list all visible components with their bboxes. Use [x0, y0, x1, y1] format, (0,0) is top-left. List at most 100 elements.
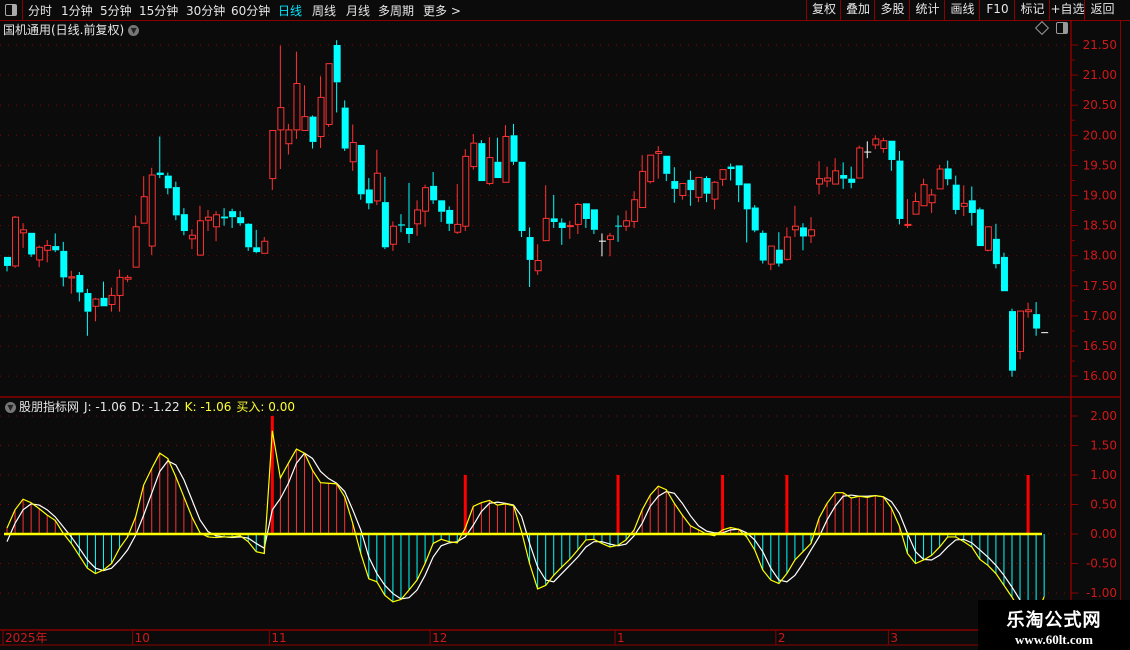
candle-body-down: [365, 189, 373, 204]
period-tab-6[interactable]: 日线: [278, 4, 303, 18]
candle-body-down: [952, 184, 960, 210]
candle-body-down: [976, 209, 984, 247]
period-tab-9[interactable]: 多周期: [378, 4, 415, 18]
candle-body-up: [808, 229, 815, 237]
candle-body-down: [550, 218, 558, 222]
candle-body-down: [751, 207, 759, 231]
toolbar-button-5[interactable]: F10: [979, 0, 1015, 20]
j-value: J: -1.06: [84, 400, 127, 414]
toolbar-button-7[interactable]: +自选: [1049, 0, 1085, 20]
candle-body-down: [406, 228, 413, 235]
candle-body-up: [928, 194, 936, 204]
candle-body-up: [880, 140, 888, 150]
period-tab-5[interactable]: 60分钟: [231, 4, 271, 18]
toolbar-button-3[interactable]: 统计: [909, 0, 945, 20]
candle-body-up: [502, 136, 510, 183]
candle-body-doji: [598, 240, 606, 242]
right-side-tabs[interactable]: [1120, 20, 1130, 650]
candle-body-down: [743, 183, 751, 210]
candle-body-down: [237, 217, 245, 224]
candle-body-down: [180, 214, 188, 232]
candle-body-down: [615, 225, 623, 227]
watermark: 乐淘公式网 www.60lt.com: [978, 600, 1130, 650]
candle-body-down: [28, 232, 36, 255]
indicator-tick-label: -1.00: [1086, 586, 1117, 600]
candle-body-up: [1017, 310, 1025, 352]
candle-body-up: [711, 181, 719, 200]
time-label: 3: [890, 631, 898, 645]
candle-body-up: [301, 116, 309, 131]
candle-body-up: [647, 154, 655, 183]
time-label: 11: [271, 631, 286, 645]
price-tick-label: 19.00: [1083, 189, 1117, 203]
candle-body-down: [840, 175, 848, 179]
candle-body-up: [607, 235, 614, 240]
candle-body-down: [888, 140, 896, 160]
candle-body-down: [896, 160, 904, 219]
toolbar-button-6[interactable]: 标记: [1014, 0, 1050, 20]
toolbar-button-1[interactable]: 叠加: [840, 0, 875, 20]
candle-body-up: [462, 155, 470, 227]
time-label: 2025年: [5, 631, 48, 645]
candle-body-down: [397, 224, 405, 226]
toolbar-button-0[interactable]: 复权: [806, 0, 841, 20]
candle-body-down: [341, 107, 349, 149]
candle-body-up: [679, 182, 687, 197]
candle-body-down: [663, 155, 671, 174]
candle-body-up: [574, 204, 582, 225]
candle-body-up: [12, 216, 20, 267]
period-tab-4[interactable]: 30分钟: [186, 4, 226, 18]
candle-body-down: [333, 45, 341, 83]
price-tick-label: 20.50: [1083, 98, 1117, 112]
candle-body-down: [156, 172, 164, 176]
price-tick-label: 20.00: [1083, 128, 1117, 142]
period-tab-3[interactable]: 15分钟: [139, 4, 179, 18]
candle-body-down: [518, 161, 526, 232]
candle-body-up: [196, 220, 204, 256]
candle-body-up: [205, 216, 212, 221]
panel-icon[interactable]: [1056, 22, 1068, 34]
candle-body-down: [229, 211, 237, 218]
candle-body-down: [735, 165, 743, 186]
candle-body-down: [759, 232, 767, 261]
candle-body-down: [4, 256, 11, 266]
candle-body-up: [148, 174, 156, 247]
candle-body-up: [44, 244, 52, 251]
period-tab-0[interactable]: 分时: [28, 4, 53, 18]
indicator-name: 股朋指标网: [19, 400, 80, 414]
panel-toggle-button[interactable]: [0, 0, 23, 20]
price-tick-label: 19.50: [1083, 158, 1117, 172]
candle-body-up: [904, 223, 912, 226]
period-tab-1[interactable]: 1分钟: [61, 4, 93, 18]
candle-body-down: [799, 227, 807, 237]
period-tab-10[interactable]: 更多 >: [423, 4, 461, 18]
candle-body-down: [309, 116, 317, 142]
candle-body-down: [1033, 314, 1041, 329]
candle-body-up: [486, 157, 494, 184]
candle-body-up: [920, 184, 928, 207]
indicator-tick-label: 1.00: [1090, 468, 1117, 482]
period-tab-2[interactable]: 5分钟: [100, 4, 132, 18]
candle-body-up: [470, 142, 478, 168]
candle-body-up: [373, 172, 381, 202]
candle-body-down: [221, 216, 229, 219]
price-tick-label: 17.00: [1083, 309, 1117, 323]
time-label: 2: [778, 631, 786, 645]
period-tab-7[interactable]: 周线: [312, 4, 337, 18]
candle-body-up: [824, 177, 832, 182]
candle-body-down: [76, 274, 84, 293]
toolbar-button-8[interactable]: 返回: [1084, 0, 1120, 20]
chevron-down-icon[interactable]: ▼: [128, 25, 140, 36]
candle-body-up: [1025, 309, 1033, 313]
period-tab-8[interactable]: 月线: [346, 4, 371, 18]
chevron-down-icon[interactable]: ▼: [5, 402, 16, 413]
candle-body-down: [1000, 256, 1008, 292]
toolbar-button-4[interactable]: 画线: [944, 0, 980, 20]
candle-body-down: [944, 168, 952, 180]
candle-body-up: [20, 229, 28, 234]
toolbar-button-2[interactable]: 多股: [874, 0, 910, 20]
candle-body-up: [783, 236, 791, 260]
indicator-tick-label: 0.00: [1090, 527, 1117, 541]
candle-body-down: [775, 249, 783, 264]
